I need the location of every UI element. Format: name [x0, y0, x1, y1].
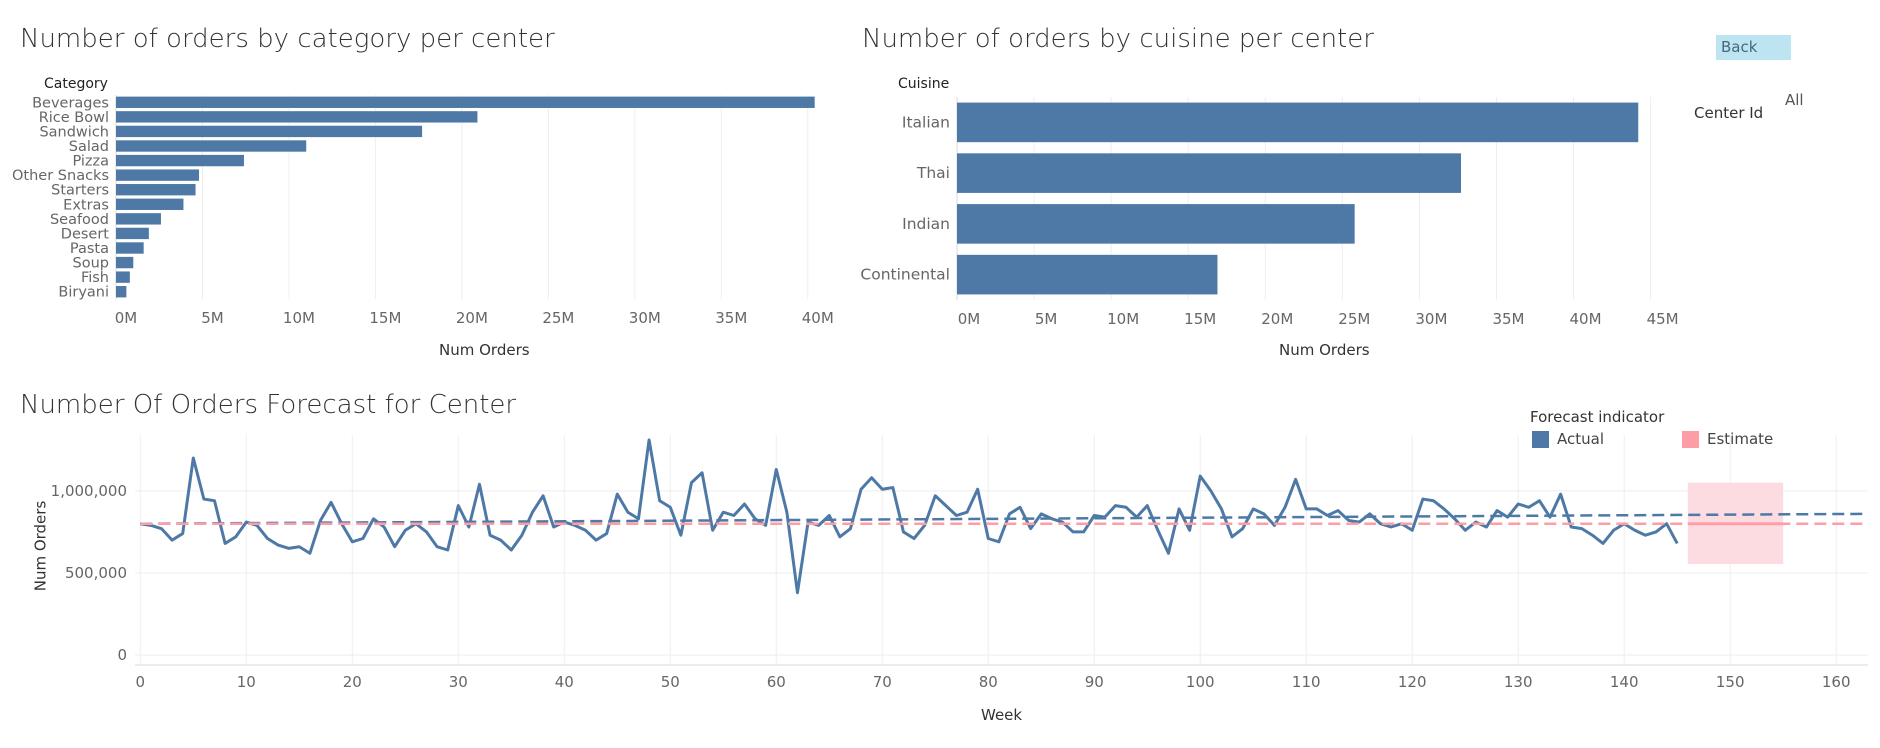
bar-biryani [116, 286, 127, 298]
cuisine-chart-title: Number of orders by cuisine per center [862, 24, 1374, 54]
category-label: Continental [860, 266, 950, 284]
category-header: Category [44, 76, 108, 92]
x-tick-label: 45M [1647, 310, 1679, 328]
x-tick-label: 130 [1504, 673, 1533, 691]
category-label: Seafood [50, 212, 109, 228]
x-tick-label: 40 [555, 673, 574, 691]
x-tick-label: 25M [542, 309, 574, 327]
legend-title: Forecast indicator [1530, 408, 1665, 426]
center-id-filter-label: Center Id [1694, 104, 1764, 122]
y-tick-label: 500,000 [65, 564, 127, 582]
legend-item-actual[interactable]: Actual [1532, 430, 1604, 448]
x-tick-label: 0 [136, 673, 146, 691]
x-tick-label: 0M [115, 309, 138, 327]
x-tick-label: 10 [237, 673, 256, 691]
bar-pasta [116, 242, 144, 254]
x-tick-label: 5M [201, 309, 224, 327]
category-label: Starters [51, 183, 109, 199]
category-label: Soup [73, 256, 109, 272]
bar-italian [957, 102, 1639, 143]
forecast-chart-title: Number Of Orders Forecast for Center [20, 390, 517, 420]
x-tick-label: 50 [661, 673, 680, 691]
x-tick-label: 70 [873, 673, 892, 691]
bar-pizza [116, 154, 244, 167]
x-tick-label: 30M [1415, 310, 1447, 328]
x-tick-label: 150 [1716, 673, 1745, 691]
x-tick-label: 25M [1338, 310, 1370, 328]
x-tick-label: 10M [283, 309, 315, 327]
category-chart-title: Number of orders by category per center [20, 24, 555, 54]
bar-other-snacks [116, 169, 200, 181]
bar-fish [116, 271, 130, 283]
category-label: Salad [69, 139, 109, 155]
category-label: Rice Bowl [39, 110, 109, 126]
category-label: Fish [81, 270, 109, 286]
x-tick-label: 140 [1610, 673, 1639, 691]
bar-soup [116, 256, 134, 269]
x-tick-label: 30M [629, 309, 661, 327]
cuisine-header: Cuisine [898, 76, 950, 92]
x-tick-label: 10M [1107, 310, 1139, 328]
x-tick-label: 160 [1822, 673, 1851, 691]
x-tick-label: 30 [449, 673, 468, 691]
bar-desert [116, 227, 149, 240]
x-tick-label: 40M [802, 309, 834, 327]
cuisine-bar-chart: 0M 5M 10M 15M 20M 25M 30M 35M 40M 45M Italian Thai I… [860, 97, 1679, 328]
trend-line-actual [140, 512, 1869, 525]
x-tick-label: 20 [343, 673, 362, 691]
bar-starters [116, 184, 196, 196]
category-x-axis-title: Num Orders [439, 341, 530, 359]
category-label: Beverages [32, 95, 109, 111]
category-label: Biryani [58, 285, 109, 301]
x-tick-label: 5M [1035, 310, 1058, 328]
category-label: Other Snacks [12, 168, 109, 184]
x-tick-label: 35M [715, 309, 747, 327]
y-tick-label: 1,000,000 [51, 482, 127, 500]
x-tick-label: 20M [456, 309, 488, 327]
category-label: Indian [902, 215, 950, 233]
legend-item-estimate[interactable]: Estimate [1682, 430, 1773, 448]
bar-salad [116, 140, 307, 152]
x-tick-label: 110 [1292, 673, 1321, 691]
bar-extras [116, 198, 184, 210]
x-tick-label: 0M [958, 310, 981, 328]
forecast-line-chart: 0 10 20 30 40 50 60 70 80 90 100 110 120 130 140 150 160… [51, 435, 1869, 691]
category-label: Italian [902, 113, 950, 131]
category-label: Pasta [70, 241, 109, 257]
x-tick-label: 20M [1261, 310, 1293, 328]
x-tick-label: 15M [369, 309, 401, 327]
bar-continental [957, 254, 1218, 295]
x-tick-label: 120 [1398, 673, 1427, 691]
category-label: Thai [916, 164, 950, 182]
center-id-filter-value[interactable]: All [1785, 91, 1804, 109]
forecast-y-axis-title: Num Orders [31, 500, 50, 592]
bar-beverages [116, 96, 815, 108]
bar-seafood [116, 213, 161, 225]
x-tick-label: 40M [1570, 310, 1602, 328]
bar-rice-bowl [116, 111, 478, 123]
back-button[interactable]: Back [1716, 35, 1791, 60]
actual-series-line [140, 438, 1679, 595]
x-tick-label: 35M [1492, 310, 1524, 328]
category-label: Desert [61, 226, 110, 242]
y-tick-label: 0 [117, 646, 127, 664]
category-label: Sandwich [39, 124, 109, 140]
forecast-x-axis-title: Week [981, 706, 1023, 724]
x-tick-label: 60 [767, 673, 786, 691]
actual-swatch [1532, 430, 1549, 448]
bar-sandwich [116, 125, 423, 138]
legend-label-actual: Actual [1557, 430, 1604, 448]
bar-thai [957, 153, 1462, 193]
category-label: Extras [63, 197, 109, 213]
cuisine-x-axis-title: Num Orders [1279, 341, 1370, 359]
x-tick-label: 100 [1186, 673, 1215, 691]
bar-indian [957, 204, 1355, 244]
x-tick-label: 90 [1085, 673, 1104, 691]
x-tick-label: 15M [1184, 310, 1216, 328]
x-tick-label: 80 [979, 673, 998, 691]
estimate-swatch [1682, 430, 1699, 448]
category-label: Pizza [72, 154, 109, 170]
legend-label-estimate: Estimate [1707, 430, 1774, 448]
